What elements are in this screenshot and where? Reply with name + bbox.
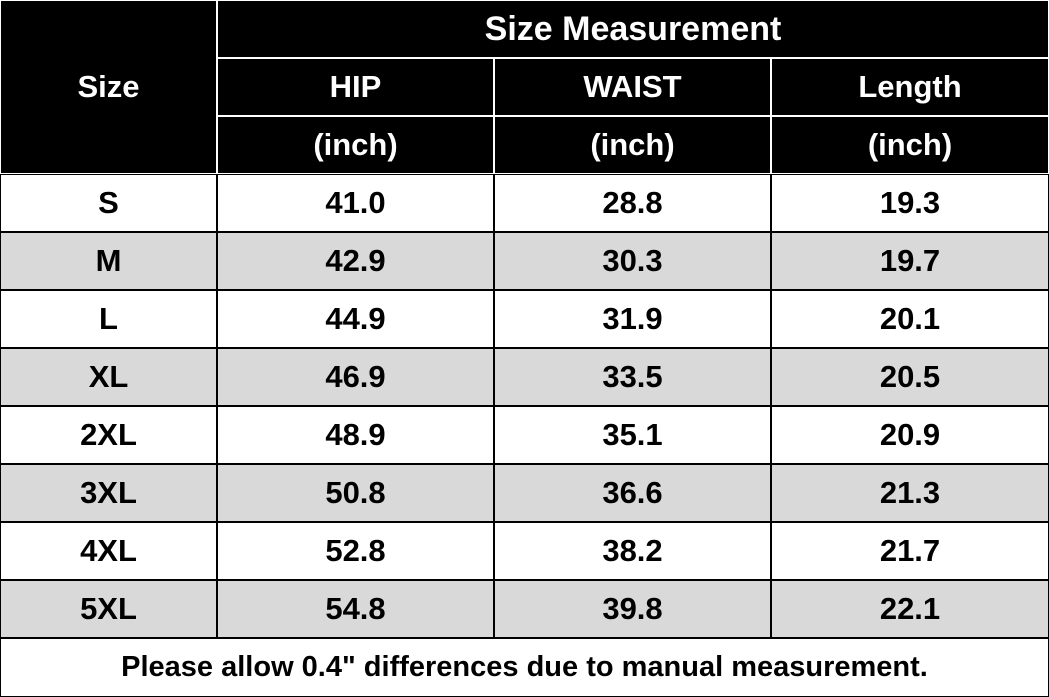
value-cell: 52.8 — [217, 522, 494, 580]
value-cell: 39.8 — [494, 580, 771, 638]
value-cell: 22.1 — [771, 580, 1049, 638]
size-header: Size — [0, 0, 217, 174]
size-cell: 2XL — [0, 406, 217, 464]
column-unit: (inch) — [217, 116, 494, 174]
value-cell: 19.7 — [771, 232, 1049, 290]
size-cell: XL — [0, 348, 217, 406]
size-cell: L — [0, 290, 217, 348]
value-cell: 30.3 — [494, 232, 771, 290]
value-cell: 50.8 — [217, 464, 494, 522]
value-cell: 33.5 — [494, 348, 771, 406]
size-cell: 4XL — [0, 522, 217, 580]
size-cell: M — [0, 232, 217, 290]
column-name: HIP — [217, 58, 494, 116]
value-cell: 35.1 — [494, 406, 771, 464]
value-cell: 48.9 — [217, 406, 494, 464]
value-cell: 42.9 — [217, 232, 494, 290]
column-unit: (inch) — [494, 116, 771, 174]
value-cell: 19.3 — [771, 174, 1049, 232]
value-cell: 20.5 — [771, 348, 1049, 406]
title: Size Measurement — [217, 0, 1049, 58]
value-cell: 36.6 — [494, 464, 771, 522]
column-name: Length — [771, 58, 1049, 116]
value-cell: 41.0 — [217, 174, 494, 232]
value-cell: 38.2 — [494, 522, 771, 580]
value-cell: 31.9 — [494, 290, 771, 348]
value-cell: 46.9 — [217, 348, 494, 406]
size-cell: 5XL — [0, 580, 217, 638]
value-cell: 44.9 — [217, 290, 494, 348]
value-cell: 21.3 — [771, 464, 1049, 522]
value-cell: 54.8 — [217, 580, 494, 638]
column-name: WAIST — [494, 58, 771, 116]
value-cell: 21.7 — [771, 522, 1049, 580]
value-cell: 20.9 — [771, 406, 1049, 464]
size-cell: S — [0, 174, 217, 232]
column-unit: (inch) — [771, 116, 1049, 174]
footer-note: Please allow 0.4" differences due to man… — [0, 638, 1049, 697]
size-cell: 3XL — [0, 464, 217, 522]
value-cell: 20.1 — [771, 290, 1049, 348]
value-cell: 28.8 — [494, 174, 771, 232]
